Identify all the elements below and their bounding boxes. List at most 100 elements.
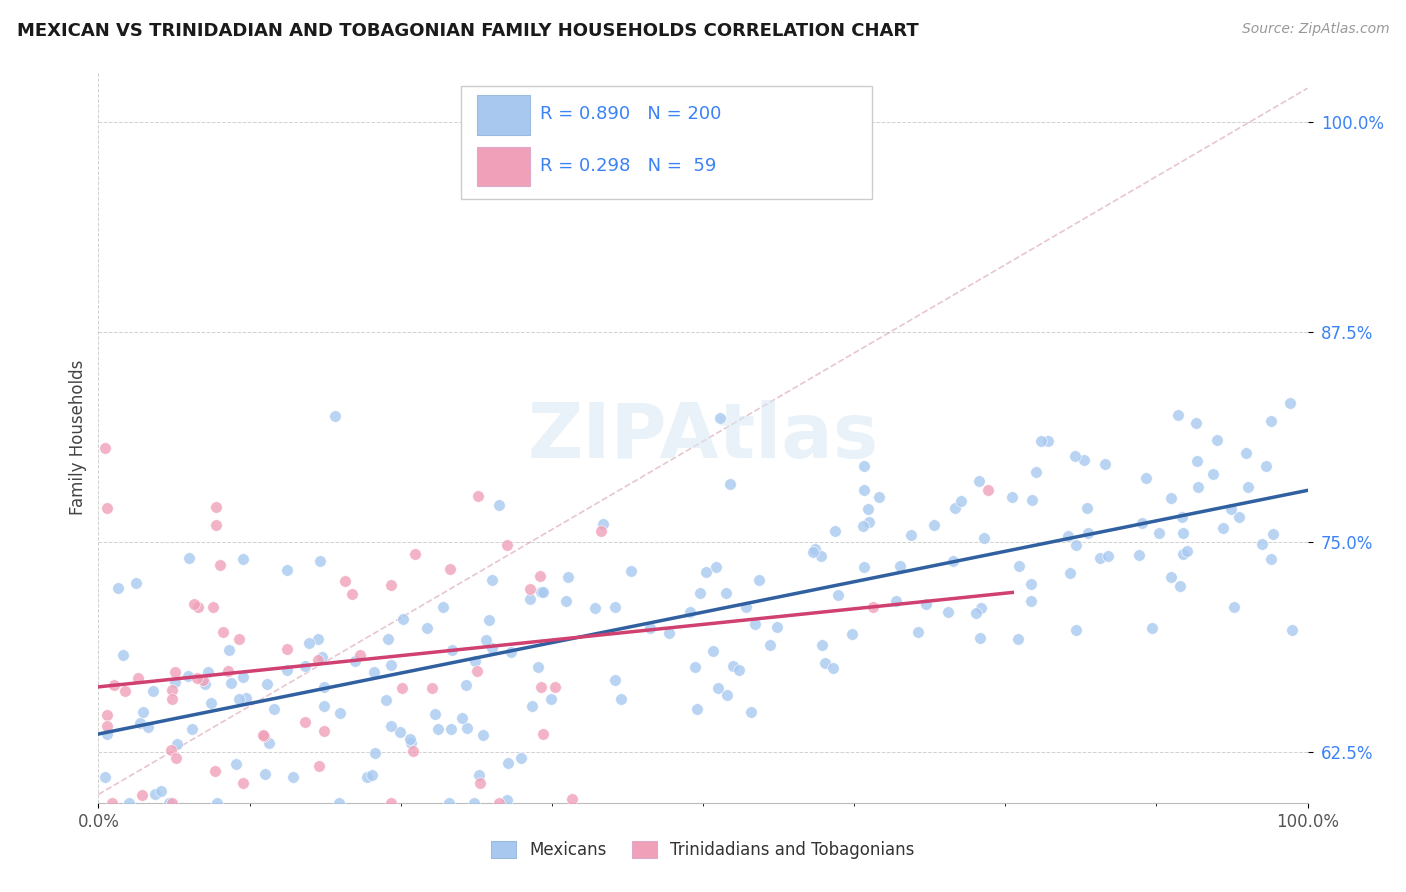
Point: [1097, 549, 1119, 563]
FancyBboxPatch shape: [477, 95, 530, 135]
Point: [404, 547, 426, 561]
Y-axis label: Family Households: Family Households: [69, 359, 87, 515]
Point: [308, 758, 330, 772]
Point: [609, 692, 631, 706]
Point: [193, 673, 215, 688]
Point: [294, 715, 316, 730]
Point: [467, 767, 489, 781]
Point: [488, 796, 510, 810]
Point: [942, 554, 965, 568]
Point: [177, 550, 200, 565]
Point: [716, 689, 738, 703]
Point: [253, 729, 276, 743]
Point: [312, 723, 335, 738]
Point: [342, 587, 364, 601]
Point: [868, 491, 890, 505]
Point: [689, 585, 711, 599]
Point: [232, 776, 254, 790]
Point: [488, 499, 510, 513]
Point: [1251, 537, 1274, 551]
Point: [1167, 408, 1189, 422]
Point: [427, 722, 450, 736]
Point: [96, 500, 118, 515]
Point: [257, 737, 280, 751]
Point: [377, 632, 399, 647]
Point: [283, 770, 305, 784]
Point: [276, 664, 298, 678]
Point: [496, 538, 519, 552]
Point: [744, 617, 766, 632]
Point: [200, 696, 222, 710]
Point: [471, 728, 494, 742]
Point: [157, 796, 180, 810]
Point: [1130, 516, 1153, 530]
Point: [228, 692, 250, 706]
Point: [638, 621, 661, 635]
Point: [186, 671, 208, 685]
Point: [276, 563, 298, 577]
Point: [740, 705, 762, 719]
Point: [1227, 510, 1250, 524]
Point: [858, 515, 880, 529]
Point: [914, 597, 936, 611]
Point: [679, 605, 702, 619]
Point: [432, 600, 454, 615]
Point: [256, 677, 278, 691]
Point: [127, 672, 149, 686]
Point: [1057, 529, 1080, 543]
Point: [686, 702, 709, 716]
Point: [814, 656, 837, 670]
Point: [328, 796, 350, 810]
Point: [1094, 458, 1116, 472]
Point: [380, 577, 402, 591]
Point: [1001, 491, 1024, 505]
Point: [555, 594, 578, 608]
Text: R = 0.890   N = 200: R = 0.890 N = 200: [540, 104, 721, 123]
Point: [425, 707, 447, 722]
Point: [165, 751, 187, 765]
Point: [103, 678, 125, 692]
Point: [1234, 446, 1257, 460]
Point: [620, 564, 643, 578]
Point: [1202, 467, 1225, 482]
Point: [107, 582, 129, 596]
Point: [451, 711, 474, 725]
Point: [973, 531, 995, 545]
Point: [129, 715, 152, 730]
Point: [96, 718, 118, 732]
Point: [401, 735, 423, 749]
Point: [811, 638, 834, 652]
Point: [856, 501, 879, 516]
Point: [388, 725, 411, 739]
Point: [232, 670, 254, 684]
Point: [1254, 459, 1277, 474]
Point: [519, 592, 541, 607]
Point: [467, 489, 489, 503]
Point: [162, 682, 184, 697]
FancyBboxPatch shape: [461, 86, 872, 200]
Point: [136, 720, 159, 734]
Point: [758, 638, 780, 652]
Point: [465, 664, 488, 678]
Point: [235, 690, 257, 705]
Point: [94, 770, 117, 784]
Point: [1185, 454, 1208, 468]
Point: [165, 665, 187, 680]
Point: [702, 643, 724, 657]
Point: [481, 641, 503, 656]
Point: [456, 678, 478, 692]
Point: [364, 746, 387, 760]
Point: [307, 632, 329, 646]
Point: [205, 500, 228, 514]
Point: [166, 737, 188, 751]
Point: [437, 796, 460, 810]
Point: [853, 459, 876, 474]
Point: [583, 601, 606, 615]
FancyBboxPatch shape: [477, 146, 530, 186]
Point: [824, 524, 846, 539]
Point: [498, 756, 520, 771]
Point: [1223, 599, 1246, 614]
Point: [1008, 559, 1031, 574]
Point: [335, 574, 357, 589]
Point: [205, 796, 228, 810]
